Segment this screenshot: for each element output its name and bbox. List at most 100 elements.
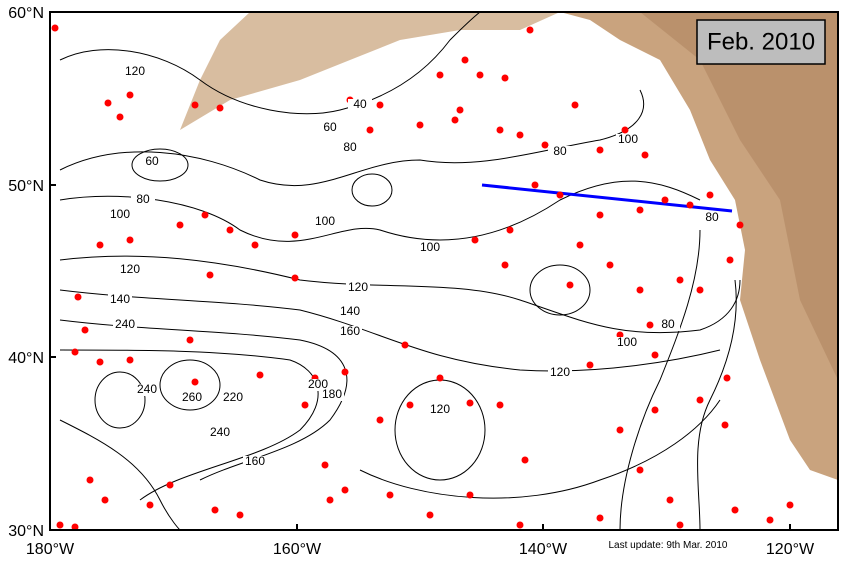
float-dot: [416, 121, 424, 129]
float-dot: [461, 56, 469, 64]
contour: [159, 359, 221, 411]
float-dot: [641, 151, 649, 159]
contour: [529, 264, 591, 316]
float-dot: [636, 466, 644, 474]
float-dot: [666, 496, 674, 504]
contour: [131, 148, 189, 182]
float-dot: [51, 24, 59, 32]
contour-label: 100: [618, 132, 638, 146]
contour-label-bg: [123, 66, 147, 78]
float-dot: [566, 281, 574, 289]
float-dot: [721, 421, 729, 429]
float-dot: [251, 241, 259, 249]
float-dot: [723, 374, 731, 382]
contour-label: 100: [617, 335, 637, 349]
float-dot: [146, 501, 154, 509]
float-dot: [326, 496, 334, 504]
float-dot: [496, 126, 504, 134]
float-dot: [471, 236, 479, 244]
contour: [59, 89, 645, 187]
contour-label-bg: [338, 326, 362, 338]
contour-label-bg: [318, 122, 342, 134]
lon-label: 140°W: [519, 541, 568, 558]
float-dot: [596, 211, 604, 219]
contour-label-bg: [700, 212, 724, 224]
float-dot: [186, 336, 194, 344]
contour: [94, 371, 146, 429]
contour-label-bg: [615, 337, 639, 349]
contour-label: 120: [550, 365, 570, 379]
contour-label: 160: [340, 324, 360, 338]
lat-label: 40°N: [8, 350, 44, 367]
contour-label: 40: [353, 97, 367, 111]
float-dot: [226, 226, 234, 234]
contour-label-bg: [208, 427, 232, 439]
frame: [49, 11, 839, 531]
contour-label-bg: [428, 404, 452, 416]
contour-label-bg: [221, 392, 245, 404]
lon-label: 180°W: [26, 541, 75, 558]
float-dot: [501, 261, 509, 269]
contour-label: 60: [323, 120, 337, 134]
contour-label: 240: [210, 425, 230, 439]
float-dot: [456, 106, 464, 114]
float-dot: [211, 506, 219, 514]
contour-label: 140: [340, 304, 360, 318]
float-dot: [596, 146, 604, 154]
float-dot: [86, 476, 94, 484]
title: Feb. 2010: [707, 28, 815, 55]
float-dot: [766, 516, 774, 524]
float-dot: [661, 196, 669, 204]
float-dot: [206, 271, 214, 279]
lat-label: 60°N: [8, 5, 44, 22]
contour-label: 100: [315, 214, 335, 228]
float-dot: [366, 126, 374, 134]
float-dot: [104, 99, 112, 107]
float-dot: [176, 221, 184, 229]
float-dot: [531, 181, 539, 189]
contour-label: 220: [223, 390, 243, 404]
float-dot: [376, 101, 384, 109]
contour: [359, 399, 721, 499]
float-dot: [406, 401, 414, 409]
lon-label: 120°W: [766, 541, 815, 558]
contour: [59, 419, 181, 531]
contour-label: 240: [115, 317, 135, 331]
float-dot: [476, 71, 484, 79]
float-dot: [646, 321, 654, 329]
contour-label-bg: [131, 194, 155, 206]
float-dot: [606, 261, 614, 269]
float-dot: [596, 514, 604, 522]
contour-label: 100: [420, 240, 440, 254]
float-dot: [386, 491, 394, 499]
float-dot: [71, 348, 79, 356]
float-dot: [651, 406, 659, 414]
contour-label-bg: [656, 319, 680, 331]
float-dot: [201, 211, 209, 219]
contour-label: 120: [120, 262, 140, 276]
float-dot: [236, 511, 244, 519]
contour-label: 120: [348, 280, 368, 294]
contour-label-bg: [338, 306, 362, 318]
float-dot: [321, 461, 329, 469]
contour-label: 200: [308, 377, 328, 391]
contour-label-bg: [180, 392, 204, 404]
float-dot: [291, 231, 299, 239]
contour-label-bg: [548, 367, 572, 379]
float-dot: [556, 191, 564, 199]
float-dot: [451, 116, 459, 124]
float-dot: [516, 131, 524, 139]
contour-label-bg: [346, 282, 370, 294]
contour-label: 140: [110, 292, 130, 306]
contour-label-bg: [135, 384, 159, 396]
contour-label-bg: [348, 99, 372, 111]
float-dot: [501, 74, 509, 82]
title-box: [696, 19, 826, 65]
contour-label-bg: [113, 319, 137, 331]
float-dot: [101, 496, 109, 504]
contour-label-bg: [118, 264, 142, 276]
lat-label: 50°N: [8, 178, 44, 195]
float-dot: [521, 456, 529, 464]
